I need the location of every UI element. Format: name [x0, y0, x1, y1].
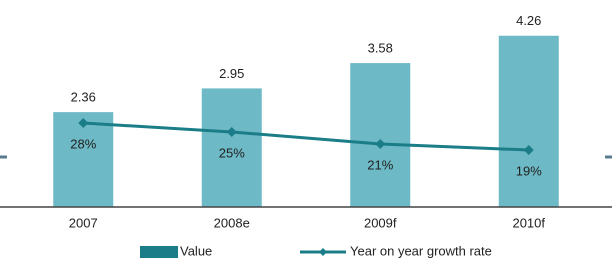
value-label: 2.36 — [71, 90, 96, 105]
point — [375, 139, 386, 149]
point — [523, 145, 534, 155]
legend-label: Year on year growth rate — [350, 243, 492, 258]
legend-marker — [319, 248, 327, 256]
x-tick-label: 2007 — [69, 215, 98, 230]
bar — [201, 88, 262, 207]
value-label: 28% — [70, 136, 96, 151]
value-label: 25% — [219, 145, 245, 160]
x-tick-label: 2010f — [512, 215, 545, 230]
legend-label: Value — [180, 243, 212, 258]
value-label: 4.26 — [516, 13, 541, 28]
point — [226, 127, 237, 137]
line — [83, 121, 529, 152]
value-label: 19% — [516, 163, 542, 178]
x-tick-label: 2008e — [214, 215, 250, 230]
point — [78, 118, 89, 128]
value-label: 2.95 — [219, 66, 244, 81]
bar — [350, 63, 411, 207]
x-tick-label: 2009f — [364, 215, 397, 230]
bar — [498, 35, 559, 207]
value-label: 21% — [367, 157, 393, 172]
legend-swatch — [140, 246, 178, 258]
value-label: 3.58 — [368, 41, 393, 56]
